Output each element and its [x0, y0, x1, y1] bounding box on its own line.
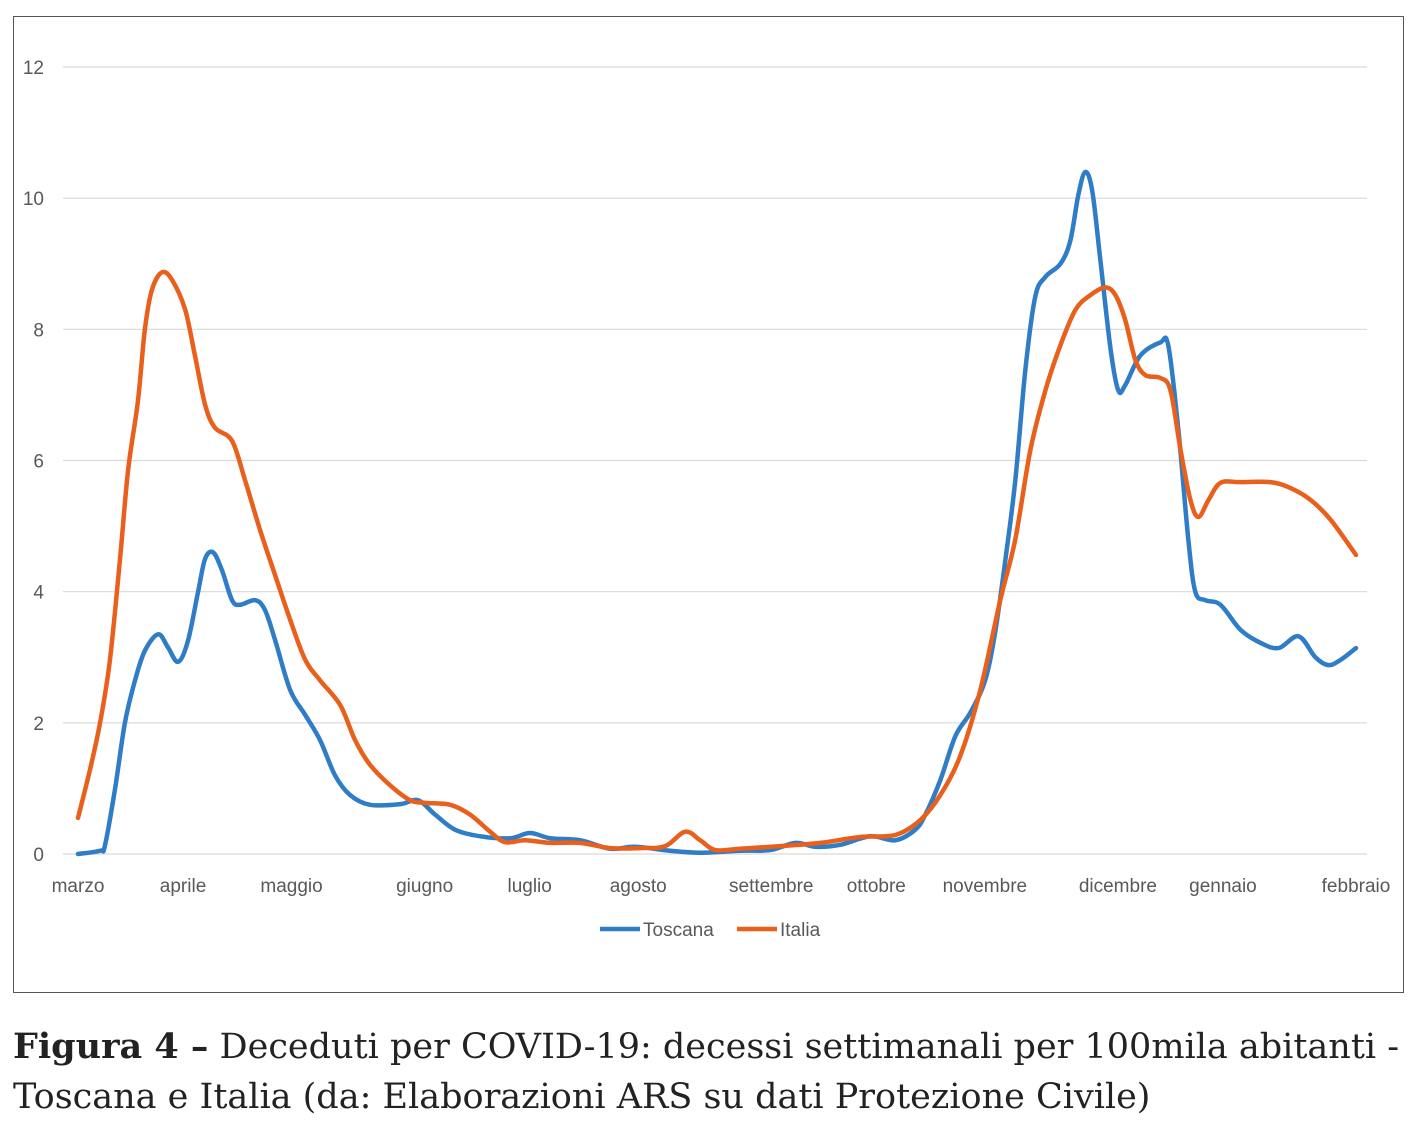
x-tick-label: febbraio — [1322, 876, 1391, 897]
y-tick-label: 12 — [23, 58, 44, 79]
x-tick-label: marzo — [52, 876, 105, 897]
y-tick-label: 6 — [33, 452, 44, 473]
x-tick-label: ottobre — [847, 876, 906, 897]
x-tick-label: aprile — [160, 876, 206, 897]
line-chart: 0 2 4 6 8 10 12 marzo aprile maggio giugno luglio a… — [23, 58, 1391, 941]
x-tick-label: giugno — [396, 876, 453, 897]
x-tick-label: agosto — [610, 876, 667, 897]
x-tick-label: maggio — [260, 876, 322, 897]
series-line-toscana — [75, 169, 1359, 857]
legend-label-italia: Italia — [780, 920, 821, 941]
y-tick-label: 0 — [33, 845, 44, 866]
legend: Toscana Italia — [600, 920, 821, 941]
x-tick-label: novembre — [943, 876, 1028, 897]
x-tick-label: settembre — [729, 876, 813, 897]
x-tick-label: gennaio — [1189, 876, 1257, 897]
series-line-italia — [75, 269, 1359, 853]
gridlines — [63, 66, 1367, 855]
y-tick-label: 2 — [33, 714, 44, 735]
y-tick-label: 4 — [33, 583, 44, 604]
x-axis-ticks: marzo aprile maggio giugno luglio agosto sette… — [52, 876, 1391, 897]
x-tick-label: luglio — [507, 876, 551, 897]
caption-text: Deceduti per COVID-19: decessi settimana… — [13, 1027, 1400, 1117]
chart-frame — [13, 16, 1404, 993]
y-tick-label: 8 — [33, 320, 44, 341]
legend-label-toscana: Toscana — [643, 920, 714, 941]
caption-label: Figura 4 – — [13, 1026, 209, 1067]
y-tick-label: 10 — [23, 189, 44, 210]
y-axis-ticks: 0 2 4 6 8 10 12 — [23, 58, 45, 866]
figure-caption: Figura 4 – Deceduti per COVID-19: decess… — [13, 1022, 1413, 1122]
series-lines — [75, 169, 1359, 857]
x-tick-label: dicembre — [1079, 876, 1157, 897]
